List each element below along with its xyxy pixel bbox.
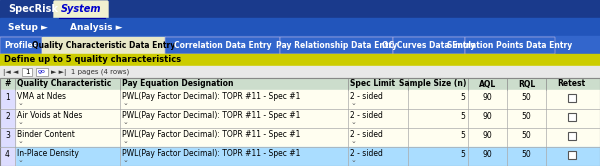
Text: Retest: Retest [557, 80, 586, 88]
Text: Correlation Data Entry: Correlation Data Entry [173, 41, 271, 49]
Text: 5: 5 [460, 93, 465, 102]
Text: ⌄: ⌄ [123, 138, 129, 144]
Text: ⌄: ⌄ [18, 119, 24, 125]
Text: 50: 50 [521, 93, 532, 102]
Text: |◄ ◄: |◄ ◄ [3, 69, 19, 76]
Text: ⌄: ⌄ [18, 138, 24, 144]
Bar [568, 113, 575, 121]
FancyBboxPatch shape [393, 37, 465, 54]
Text: Quality Characteristic: Quality Characteristic [17, 80, 112, 88]
Bar [0, 54, 600, 66]
Bar [0, 128, 15, 147]
Text: System: System [61, 4, 101, 14]
Bar [0, 0, 600, 18]
Bar [568, 132, 575, 140]
Text: #: # [4, 80, 11, 88]
Text: 2 - sided: 2 - sided [350, 149, 383, 158]
FancyBboxPatch shape [165, 37, 280, 54]
Bar [0, 128, 600, 147]
Text: PWL(Pay Factor Decimal): TOPR #11 - Spec #1: PWL(Pay Factor Decimal): TOPR #11 - Spec… [122, 92, 301, 101]
Text: 50: 50 [521, 131, 532, 140]
Text: ⌄: ⌄ [351, 119, 357, 125]
Bar [0, 109, 600, 128]
Text: 1: 1 [25, 69, 29, 75]
Text: 90: 90 [482, 150, 493, 159]
Text: In-Place Density: In-Place Density [17, 149, 79, 158]
Text: Setup ►: Setup ► [8, 23, 48, 32]
Text: 2 - sided: 2 - sided [350, 111, 383, 120]
Text: 2: 2 [5, 112, 10, 121]
Bar [0, 90, 15, 109]
Text: 50: 50 [521, 150, 532, 159]
Text: Profiles: Profiles [4, 41, 38, 49]
Bar [42, 37, 165, 54]
Text: PWL(Pay Factor Decimal): TOPR #11 - Spec #1: PWL(Pay Factor Decimal): TOPR #11 - Spec… [122, 130, 301, 139]
Text: ⌄: ⌄ [351, 157, 357, 163]
Text: 2 - sided: 2 - sided [350, 130, 383, 139]
Text: 5: 5 [460, 112, 465, 121]
Text: 5: 5 [460, 150, 465, 159]
Text: ⌄: ⌄ [351, 138, 357, 144]
Text: 3: 3 [5, 131, 10, 140]
Bar [36, 68, 48, 76]
FancyBboxPatch shape [465, 37, 555, 54]
Bar [0, 78, 600, 90]
Text: Air Voids at Ndes: Air Voids at Ndes [17, 111, 82, 120]
Text: ► ►|  1 pages (4 rows): ► ►| 1 pages (4 rows) [51, 69, 129, 76]
Text: SpecRisk: SpecRisk [8, 4, 58, 14]
Bar [0, 78, 600, 166]
Bar [0, 18, 600, 36]
Bar [0, 147, 15, 166]
Text: ⌄: ⌄ [351, 100, 357, 106]
FancyBboxPatch shape [54, 1, 108, 19]
Text: Spec Limit: Spec Limit [350, 80, 395, 88]
Text: Quality Characteristic Data Entry: Quality Characteristic Data Entry [32, 41, 175, 49]
FancyBboxPatch shape [0, 37, 42, 54]
Text: 50: 50 [521, 112, 532, 121]
Text: RQL: RQL [518, 80, 535, 88]
Text: PWL(Pay Factor Decimal): TOPR #11 - Spec #1: PWL(Pay Factor Decimal): TOPR #11 - Spec… [122, 149, 301, 158]
Bar [568, 94, 575, 102]
Text: 90: 90 [482, 93, 493, 102]
Bar [568, 151, 575, 159]
Text: VMA at Ndes: VMA at Ndes [17, 92, 66, 101]
Text: 1: 1 [5, 93, 10, 102]
Text: Pay Equation Designation: Pay Equation Designation [122, 80, 233, 88]
Text: 90: 90 [482, 112, 493, 121]
Text: Sample Size (n): Sample Size (n) [398, 80, 466, 88]
Text: 90: 90 [482, 131, 493, 140]
Text: Simulation Points Data Entry: Simulation Points Data Entry [448, 41, 572, 49]
Bar [0, 109, 15, 128]
Text: Define up to 5 quality characteristics: Define up to 5 quality characteristics [4, 55, 181, 65]
Text: ⌄: ⌄ [123, 157, 129, 163]
Bar [22, 68, 32, 76]
Text: PWL(Pay Factor Decimal): TOPR #11 - Spec #1: PWL(Pay Factor Decimal): TOPR #11 - Spec… [122, 111, 301, 120]
Text: Pay Relationship Data Entry: Pay Relationship Data Entry [276, 41, 397, 49]
Text: AQL: AQL [479, 80, 496, 88]
Bar [0, 147, 600, 166]
FancyBboxPatch shape [280, 37, 393, 54]
Text: ⌄: ⌄ [18, 157, 24, 163]
Text: ⌄: ⌄ [123, 119, 129, 125]
Text: OC Curves Data Entry: OC Curves Data Entry [382, 41, 476, 49]
Bar [0, 66, 600, 78]
Text: Binder Content: Binder Content [17, 130, 75, 139]
Bar [0, 36, 600, 54]
Text: go: go [38, 70, 46, 75]
Text: ⌄: ⌄ [18, 100, 24, 106]
Text: 2 - sided: 2 - sided [350, 92, 383, 101]
Text: 4: 4 [5, 150, 10, 159]
Bar [0, 90, 600, 109]
Text: ⌄: ⌄ [123, 100, 129, 106]
Text: Analysis ►: Analysis ► [70, 23, 122, 32]
Text: 5: 5 [460, 131, 465, 140]
